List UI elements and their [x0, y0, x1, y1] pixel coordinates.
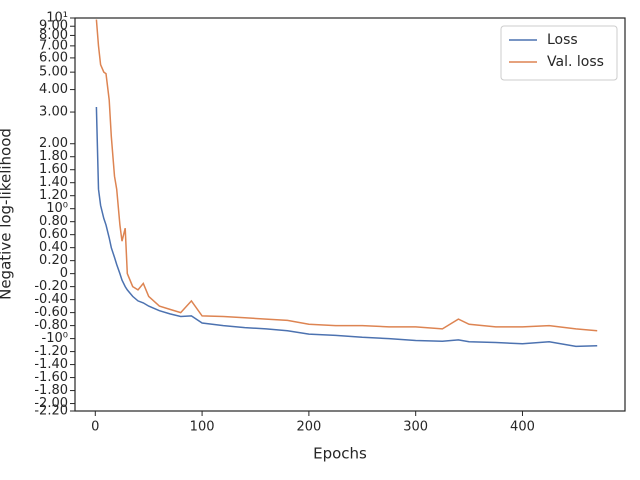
- y-tick-label: 5.00: [39, 65, 68, 80]
- x-tick-label: 0: [91, 420, 99, 435]
- y-tick-label: 1.60: [39, 162, 68, 177]
- legend-label: Val. loss: [547, 54, 604, 70]
- series-line: [95, 19, 598, 332]
- y-tick-label: -1.20: [34, 344, 68, 359]
- y-tick-label: 0: [60, 266, 68, 281]
- x-tick-label: 300: [403, 420, 428, 435]
- y-tick-label: -0.40: [34, 292, 68, 307]
- y-tick-label: -1.40: [34, 357, 68, 372]
- x-tick-label: 100: [190, 420, 215, 435]
- y-tick-label: -1.80: [34, 383, 68, 398]
- y-tick-label: 2.00: [39, 136, 68, 151]
- y-tick-label: 6.00: [39, 50, 68, 65]
- y-tick-label: 10¹: [46, 11, 68, 26]
- y-tick-label: -0.60: [34, 305, 68, 320]
- y-axis-label: Negative log-likelihood: [0, 128, 15, 300]
- y-tick-label: 4.00: [39, 82, 68, 97]
- y-tick-label: -0.20: [34, 279, 68, 294]
- y-tick-label: 0.40: [39, 240, 68, 255]
- y-tick-label: 7.00: [39, 38, 68, 53]
- y-tick-label: 10⁰: [46, 201, 68, 216]
- plot-frame: [74, 17, 626, 412]
- y-tick-label: 0.20: [39, 253, 68, 268]
- x-tick-label: 400: [510, 420, 535, 435]
- y-tick-label: -2.00: [34, 396, 68, 411]
- y-tick-label: 0.60: [39, 227, 68, 242]
- y-tick-label: 1.20: [39, 188, 68, 203]
- y-tick-label: -1.60: [34, 370, 68, 385]
- x-tick-label: 200: [296, 420, 321, 435]
- series-line: [95, 106, 598, 348]
- y-tick-label: 9.00: [39, 19, 68, 34]
- y-tick-label: 0.80: [39, 214, 68, 229]
- y-tick-label: 8.00: [39, 28, 68, 43]
- y-tick-label: -10⁰: [42, 331, 68, 346]
- x-axis-label: Epochs: [313, 445, 367, 463]
- y-tick-label: 1.40: [39, 175, 68, 190]
- y-tick-label: 3.00: [39, 105, 68, 120]
- y-tick-label: -0.80: [34, 318, 68, 333]
- y-tick-label: -2.20: [34, 404, 68, 419]
- y-tick-label: 1.80: [39, 149, 68, 164]
- legend-label: Loss: [547, 32, 578, 48]
